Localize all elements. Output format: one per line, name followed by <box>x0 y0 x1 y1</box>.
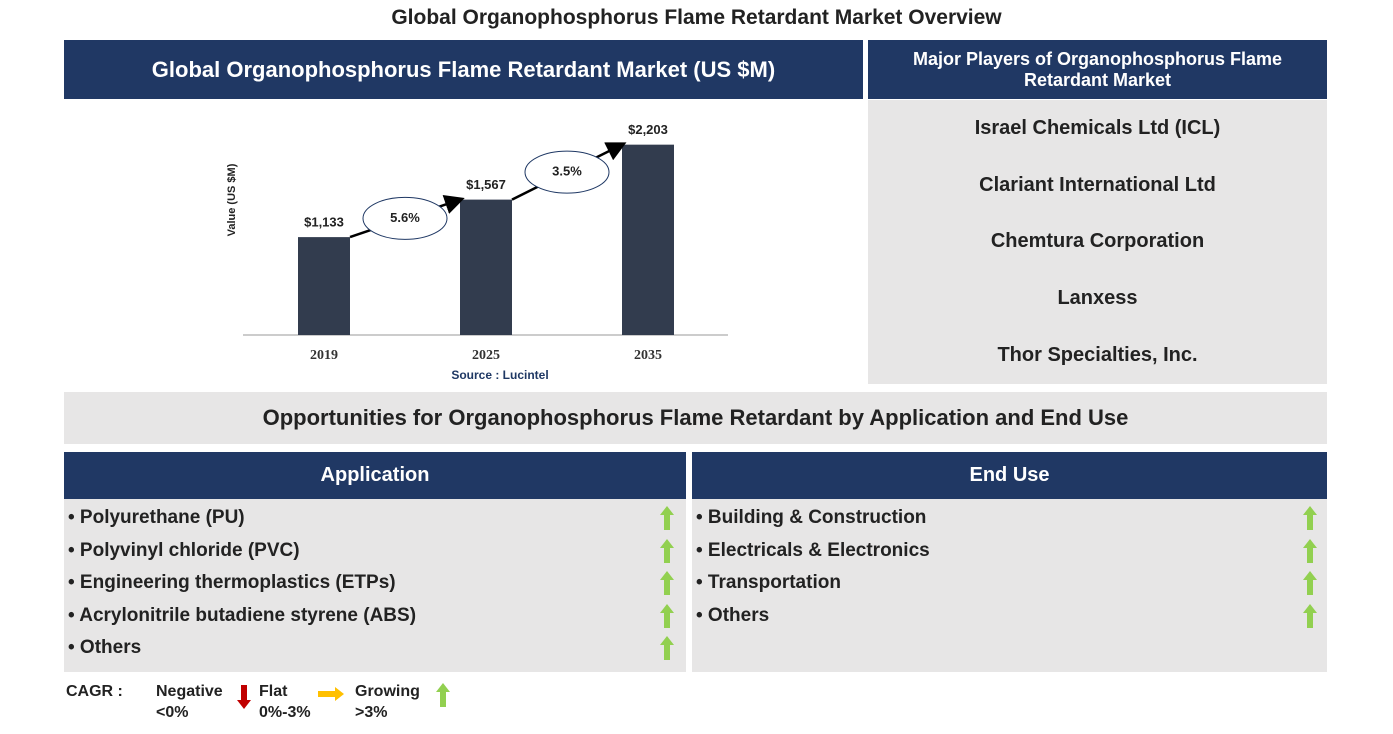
trend-arrow <box>1303 538 1317 563</box>
arrow-shape <box>1303 571 1317 595</box>
list-item: • Others <box>68 637 142 658</box>
trend-arrow <box>237 685 251 709</box>
list-item: • Polyurethane (PU) <box>68 507 245 528</box>
player: Lanxess <box>1057 287 1138 310</box>
legend-item-label: Negative <box>156 683 223 700</box>
legend-item-label: Growing <box>355 683 420 700</box>
legend-item-range: >3% <box>355 704 388 721</box>
arrow-shape <box>660 571 674 595</box>
y-axis-label: Value (US $M) <box>226 163 238 236</box>
trend-arrow <box>660 571 674 595</box>
arrow-shape <box>1303 603 1317 628</box>
trend-arrow <box>1303 603 1317 628</box>
chart: Value (US $M) Source : Lucintel $1,133 20… <box>226 122 728 382</box>
bar <box>298 237 350 335</box>
cagr-label: 3.5% <box>552 164 582 179</box>
bar <box>622 144 674 335</box>
value-label: $1,133 <box>304 215 344 230</box>
legend-item-range: 0%-3% <box>259 704 311 721</box>
x-tick-label: 2025 <box>472 348 500 363</box>
legend-item-label: Flat <box>259 683 288 700</box>
cagr-bubble <box>524 150 610 194</box>
page-title: Global Organophosphorus Flame Retardant … <box>391 6 1002 29</box>
list-item: • Polyvinyl chloride (PVC) <box>68 539 300 561</box>
trend-arrow <box>1303 571 1317 595</box>
opportunities-title: Opportunities for Organophosphorus Flame… <box>64 392 1327 444</box>
value-label: $2,203 <box>628 122 668 137</box>
arrow-shape <box>237 685 251 709</box>
list-item: • Engineering thermoplastics (ETPs) <box>68 572 396 593</box>
list-item: • Acrylonitrile butadiene styrene (ABS) <box>68 604 417 626</box>
players-list: Israel Chemicals Ltd (ICL) Clariant Inter… <box>868 100 1327 384</box>
arrow-shape <box>660 603 674 628</box>
list-item: • Electricals & Electronics <box>696 539 930 561</box>
value-label: $1,567 <box>466 177 506 192</box>
legend-item-range: <0% <box>156 704 189 721</box>
application-list: • Polyurethane (PU) • Polyvinyl chloride … <box>64 499 686 672</box>
list-item: • Building & Construction <box>696 507 927 528</box>
end-use-title: End Use <box>692 452 1327 499</box>
arrow-shape <box>660 538 674 563</box>
list-item: • Transportation <box>696 572 841 593</box>
player: Clariant International Ltd <box>979 173 1216 196</box>
trend-arrow <box>1303 506 1317 530</box>
legend-label: CAGR : <box>66 683 123 700</box>
trend-arrow <box>318 687 344 701</box>
cagr-label: 5.6% <box>390 210 420 225</box>
list-item: • Others <box>696 604 770 626</box>
end-use-list: • Building & Construction • Electricals &… <box>692 499 1327 672</box>
cagr-bubble <box>362 196 448 240</box>
arrow-shape <box>660 506 674 530</box>
player: Israel Chemicals Ltd (ICL) <box>974 116 1221 139</box>
arrow-shape <box>1303 538 1317 563</box>
player: Thor Specialties, Inc. <box>997 344 1198 367</box>
arrow-shape <box>1303 506 1317 530</box>
player: Chemtura Corporation <box>990 230 1205 253</box>
players-title: Major Players of Organophosphorus Flame … <box>868 40 1327 99</box>
trend-arrow <box>660 506 674 530</box>
trend-arrow <box>436 683 450 707</box>
trend-arrow <box>660 603 674 628</box>
x-tick-label: 2019 <box>310 348 338 363</box>
x-tick-label: 2035 <box>634 348 662 363</box>
chart-title: Global Organophosphorus Flame Retardant … <box>64 40 863 99</box>
trend-arrow <box>660 538 674 563</box>
trend-arrow <box>660 636 674 660</box>
arrow-shape <box>660 636 674 660</box>
application-title: Application <box>64 452 686 499</box>
source: Source : Lucintel <box>451 368 548 382</box>
arrow-shape <box>318 687 344 701</box>
arrow-shape <box>436 683 450 707</box>
bar <box>460 199 512 335</box>
